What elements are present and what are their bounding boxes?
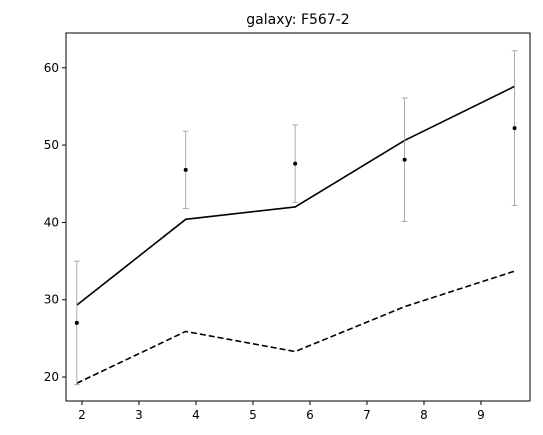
data-point (293, 161, 298, 166)
data-point (512, 126, 517, 131)
observations-layer (73, 50, 518, 386)
data-point (402, 157, 407, 162)
x-tick-label: 3 (135, 408, 143, 422)
series-layer (76, 85, 515, 384)
x-tick-label: 8 (420, 408, 428, 422)
x-tick-label: 5 (249, 408, 257, 422)
x-tick-label: 2 (78, 408, 86, 422)
dashed-series-line (76, 270, 515, 384)
y-tick-label: 60 (44, 61, 59, 75)
x-tick-label: 9 (477, 408, 485, 422)
data-point (183, 167, 188, 172)
x-tick-label: 6 (306, 408, 314, 422)
y-axis: 20 30 40 50 60 (44, 61, 66, 384)
x-tick-label: 7 (363, 408, 371, 422)
y-tick-label: 30 (44, 293, 59, 307)
y-tick-label: 50 (44, 138, 59, 152)
plot-frame (65, 32, 531, 402)
chart-title: galaxy: F567-2 (246, 12, 349, 28)
y-tick-label: 20 (44, 370, 59, 384)
x-tick-label: 4 (192, 408, 200, 422)
y-tick-label: 40 (44, 215, 59, 229)
data-point (74, 320, 79, 325)
x-axis: 2 3 4 5 6 7 8 9 (78, 401, 485, 422)
solid-series-line (76, 85, 515, 306)
